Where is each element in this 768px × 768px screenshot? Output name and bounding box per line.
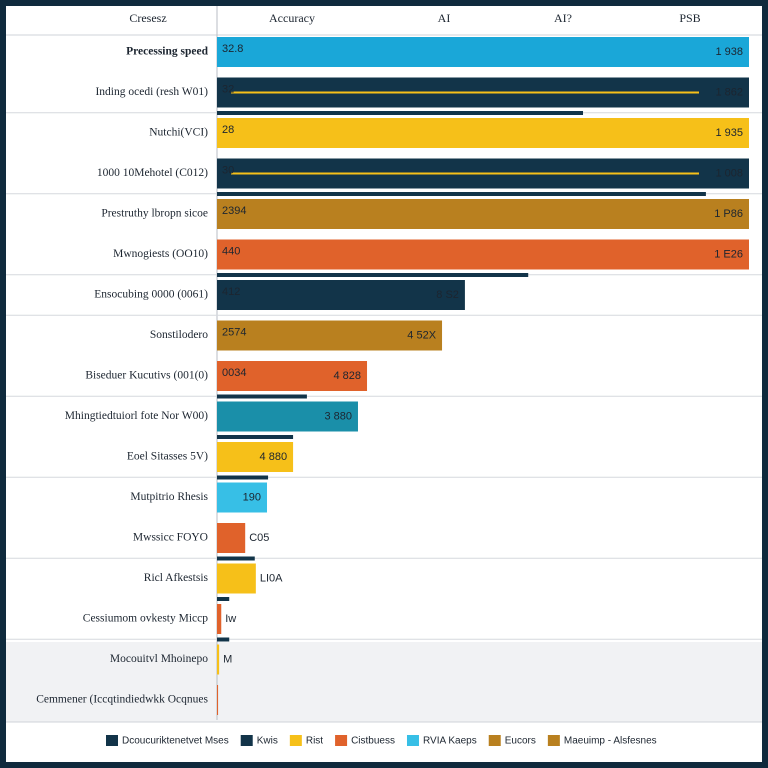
category-label: Inding ocedi (resh W01)	[95, 86, 208, 98]
category-label: Mwnogiests (OO10)	[113, 248, 208, 260]
bar-left-label: 440	[222, 245, 240, 257]
bar-left-label: 32.8	[222, 43, 243, 55]
bar-value-label: 4 52X	[407, 329, 436, 341]
category-label: Precessing speed	[126, 46, 208, 58]
bar	[217, 199, 749, 229]
bar-left-label: 2394	[222, 205, 246, 217]
category-label: Mutpitrio Rhesis	[130, 491, 208, 503]
bar	[217, 37, 749, 67]
bar	[217, 442, 294, 472]
bar-value-label: 3 880	[324, 410, 352, 422]
legend-label: Rist	[306, 736, 323, 747]
header-label: AI?	[554, 11, 572, 25]
legend-swatch	[488, 735, 501, 746]
legend-label: Eucors	[505, 736, 536, 747]
bar-value-label: 1 008	[715, 167, 743, 179]
legend-label: Kwis	[257, 736, 278, 747]
bar	[217, 280, 465, 310]
category-label: Ricl Afkestsis	[144, 572, 209, 584]
bar-value-label: 1 E26	[714, 248, 743, 260]
bar	[217, 361, 368, 391]
category-label: Ensocubing 0000 (0061)	[94, 289, 208, 301]
shaded-band	[6, 642, 762, 722]
header-label: AI	[438, 11, 451, 25]
bar	[217, 320, 443, 351]
bar-value-label: 190	[243, 491, 261, 503]
legend-swatch	[547, 735, 560, 746]
bar-value-label: 4 828	[333, 370, 361, 382]
category-label: 1000 10Mehotel (C012)	[97, 167, 208, 179]
bar-left-label: 30	[222, 164, 234, 176]
bar-left-label: 28	[222, 124, 234, 136]
legend-label: Cistbuess	[351, 736, 395, 747]
legend-label: RVIA Kaeps	[423, 736, 477, 747]
legend-swatch	[240, 735, 253, 746]
bar-value-label: 8 S2	[436, 289, 459, 301]
category-label: Biseduer Kucutivs (001(0)	[85, 370, 208, 382]
legend-swatch	[335, 735, 348, 746]
legend-label: Maeuimp - Alsfesnes	[564, 736, 657, 747]
header-label: Cresesz	[129, 11, 166, 25]
bar	[217, 523, 246, 553]
bar	[217, 239, 749, 270]
header-label: Accuracy	[269, 11, 315, 25]
legend-swatch	[106, 735, 118, 746]
bar	[217, 604, 222, 634]
bar-left-label: 2574	[222, 326, 246, 338]
legend-label: Dcoucuriktenetvet Mses	[122, 736, 229, 747]
legend-swatch	[289, 735, 302, 746]
bar-left-label: 0034	[222, 367, 246, 379]
bar-value-label: Iw	[225, 613, 236, 625]
category-label: Nutchi(VCI)	[149, 127, 208, 139]
category-label: Mocouitvl Mhoinepo	[110, 653, 208, 665]
category-label: Eoel Sitasses 5V)	[127, 451, 208, 463]
bar	[217, 685, 219, 715]
legend-swatch	[406, 735, 419, 746]
header-label: PSB	[679, 11, 700, 25]
category-label: Mhingtiedtuiorl fote Nor W00)	[65, 410, 208, 422]
category-label: Cemmener (Iccqtindiedwkk Ocqnues	[36, 694, 208, 706]
bar-value-label: LI0A	[260, 572, 283, 584]
bar-value-label: M	[223, 653, 232, 665]
bar-left-label: 32	[222, 83, 234, 95]
bar	[217, 118, 749, 148]
category-label: Prestruthy lbropn sicoe	[101, 208, 208, 220]
bar-value-label: 1 P86	[714, 208, 743, 220]
bar-value-label: 1 862	[715, 86, 743, 98]
bar	[217, 563, 256, 594]
bar	[217, 644, 220, 675]
bar-value-label: C05	[249, 532, 269, 544]
bar	[217, 482, 268, 513]
category-label: Cessiumom ovkesty Miccp	[83, 613, 208, 625]
bar-value-label: 1 935	[715, 127, 743, 139]
bar-left-label: 412	[222, 286, 240, 298]
category-label: Sonstilodero	[150, 329, 208, 341]
category-label: Mwssicc FOYO	[133, 532, 208, 544]
bar	[217, 401, 358, 432]
bar-value-label: 1 938	[715, 46, 743, 58]
bar-value-label: 4 880	[260, 451, 288, 463]
